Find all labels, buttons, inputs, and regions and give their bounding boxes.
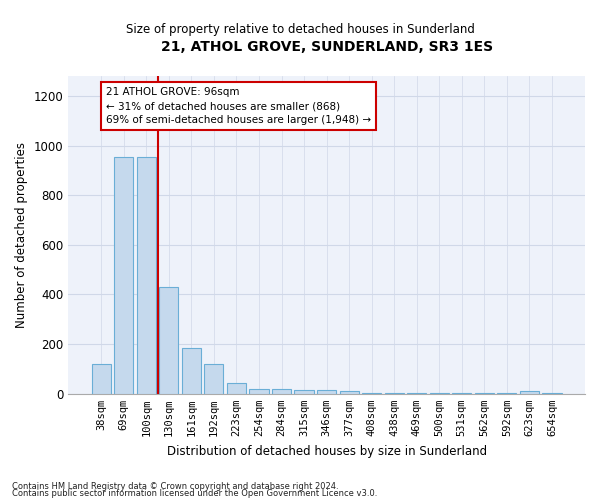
Bar	[475, 393, 494, 394]
Bar	[92, 364, 111, 394]
Bar	[182, 348, 201, 394]
Title: 21, ATHOL GROVE, SUNDERLAND, SR3 1ES: 21, ATHOL GROVE, SUNDERLAND, SR3 1ES	[161, 40, 493, 54]
Bar	[452, 393, 472, 394]
Bar	[295, 390, 314, 394]
Text: Contains HM Land Registry data © Crown copyright and database right 2024.: Contains HM Land Registry data © Crown c…	[12, 482, 338, 491]
Bar	[114, 156, 133, 394]
Bar	[362, 392, 381, 394]
Bar	[430, 393, 449, 394]
Text: 21 ATHOL GROVE: 96sqm
← 31% of detached houses are smaller (868)
69% of semi-det: 21 ATHOL GROVE: 96sqm ← 31% of detached …	[106, 87, 371, 125]
Bar	[385, 392, 404, 394]
Bar	[407, 393, 426, 394]
Bar	[272, 389, 291, 394]
Text: Size of property relative to detached houses in Sunderland: Size of property relative to detached ho…	[125, 22, 475, 36]
Bar	[317, 390, 336, 394]
Bar	[250, 389, 269, 394]
Text: Contains public sector information licensed under the Open Government Licence v3: Contains public sector information licen…	[12, 490, 377, 498]
Bar	[497, 393, 517, 394]
Y-axis label: Number of detached properties: Number of detached properties	[15, 142, 28, 328]
Bar	[227, 382, 246, 394]
Bar	[137, 156, 156, 394]
X-axis label: Distribution of detached houses by size in Sunderland: Distribution of detached houses by size …	[167, 444, 487, 458]
Bar	[159, 287, 178, 394]
Bar	[340, 392, 359, 394]
Bar	[205, 364, 223, 394]
Bar	[542, 393, 562, 394]
Bar	[520, 392, 539, 394]
